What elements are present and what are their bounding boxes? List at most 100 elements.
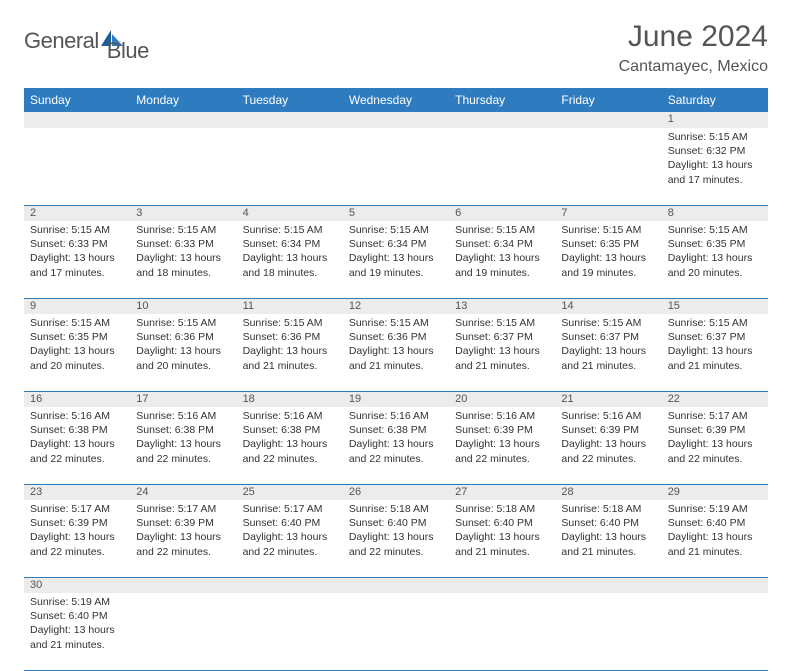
day-number: 29 xyxy=(662,484,768,500)
day-number: 21 xyxy=(555,391,661,407)
day-cell: Sunrise: 5:15 AMSunset: 6:32 PMDaylight:… xyxy=(662,128,768,205)
day-number: 8 xyxy=(662,205,768,221)
day-content: Sunrise: 5:17 AMSunset: 6:39 PMDaylight:… xyxy=(24,500,130,563)
day-number xyxy=(24,112,130,128)
calendar-body: 1Sunrise: 5:15 AMSunset: 6:32 PMDaylight… xyxy=(24,112,768,670)
day-cell: Sunrise: 5:16 AMSunset: 6:38 PMDaylight:… xyxy=(343,407,449,484)
day-content: Sunrise: 5:15 AMSunset: 6:36 PMDaylight:… xyxy=(130,314,236,377)
day-content: Sunrise: 5:16 AMSunset: 6:38 PMDaylight:… xyxy=(343,407,449,470)
day-cell: Sunrise: 5:15 AMSunset: 6:34 PMDaylight:… xyxy=(343,221,449,298)
day-content: Sunrise: 5:15 AMSunset: 6:35 PMDaylight:… xyxy=(24,314,130,377)
day-number: 9 xyxy=(24,298,130,314)
day-content: Sunrise: 5:16 AMSunset: 6:39 PMDaylight:… xyxy=(555,407,661,470)
day-cell: Sunrise: 5:16 AMSunset: 6:39 PMDaylight:… xyxy=(449,407,555,484)
day-content: Sunrise: 5:15 AMSunset: 6:34 PMDaylight:… xyxy=(449,221,555,284)
weekday-header: Thursday xyxy=(449,88,555,112)
day-cell xyxy=(237,593,343,670)
day-cell: Sunrise: 5:15 AMSunset: 6:36 PMDaylight:… xyxy=(237,314,343,391)
day-content: Sunrise: 5:16 AMSunset: 6:38 PMDaylight:… xyxy=(237,407,343,470)
weekday-header: Wednesday xyxy=(343,88,449,112)
day-number: 28 xyxy=(555,484,661,500)
day-number: 1 xyxy=(662,112,768,128)
day-number: 5 xyxy=(343,205,449,221)
day-number: 20 xyxy=(449,391,555,407)
day-content: Sunrise: 5:18 AMSunset: 6:40 PMDaylight:… xyxy=(343,500,449,563)
day-cell: Sunrise: 5:19 AMSunset: 6:40 PMDaylight:… xyxy=(24,593,130,670)
day-cell xyxy=(130,128,236,205)
day-number xyxy=(237,577,343,593)
day-number: 26 xyxy=(343,484,449,500)
day-cell: Sunrise: 5:16 AMSunset: 6:38 PMDaylight:… xyxy=(237,407,343,484)
day-number xyxy=(343,112,449,128)
day-cell xyxy=(555,128,661,205)
weekday-header: Saturday xyxy=(662,88,768,112)
day-cell xyxy=(343,128,449,205)
weekday-header: Sunday xyxy=(24,88,130,112)
day-number: 2 xyxy=(24,205,130,221)
day-content: Sunrise: 5:15 AMSunset: 6:35 PMDaylight:… xyxy=(662,221,768,284)
day-cell: Sunrise: 5:17 AMSunset: 6:40 PMDaylight:… xyxy=(237,500,343,577)
day-cell: Sunrise: 5:16 AMSunset: 6:38 PMDaylight:… xyxy=(24,407,130,484)
day-content: Sunrise: 5:19 AMSunset: 6:40 PMDaylight:… xyxy=(24,593,130,656)
day-number: 3 xyxy=(130,205,236,221)
day-content: Sunrise: 5:15 AMSunset: 6:36 PMDaylight:… xyxy=(343,314,449,377)
day-cell: Sunrise: 5:18 AMSunset: 6:40 PMDaylight:… xyxy=(343,500,449,577)
day-number: 16 xyxy=(24,391,130,407)
day-number xyxy=(237,112,343,128)
day-content: Sunrise: 5:15 AMSunset: 6:32 PMDaylight:… xyxy=(662,128,768,191)
day-cell: Sunrise: 5:17 AMSunset: 6:39 PMDaylight:… xyxy=(130,500,236,577)
day-cell: Sunrise: 5:15 AMSunset: 6:35 PMDaylight:… xyxy=(555,221,661,298)
day-cell: Sunrise: 5:17 AMSunset: 6:39 PMDaylight:… xyxy=(662,407,768,484)
day-content: Sunrise: 5:15 AMSunset: 6:37 PMDaylight:… xyxy=(662,314,768,377)
day-number: 13 xyxy=(449,298,555,314)
day-number xyxy=(343,577,449,593)
day-number: 10 xyxy=(130,298,236,314)
day-content: Sunrise: 5:15 AMSunset: 6:33 PMDaylight:… xyxy=(24,221,130,284)
day-cell xyxy=(662,593,768,670)
day-number xyxy=(449,112,555,128)
day-number xyxy=(662,577,768,593)
day-cell: Sunrise: 5:18 AMSunset: 6:40 PMDaylight:… xyxy=(555,500,661,577)
day-cell xyxy=(24,128,130,205)
day-content: Sunrise: 5:17 AMSunset: 6:39 PMDaylight:… xyxy=(662,407,768,470)
day-content: Sunrise: 5:16 AMSunset: 6:39 PMDaylight:… xyxy=(449,407,555,470)
brand-name-b: Blue xyxy=(107,38,149,64)
day-cell: Sunrise: 5:15 AMSunset: 6:35 PMDaylight:… xyxy=(24,314,130,391)
day-number: 18 xyxy=(237,391,343,407)
day-content: Sunrise: 5:16 AMSunset: 6:38 PMDaylight:… xyxy=(130,407,236,470)
day-cell: Sunrise: 5:15 AMSunset: 6:35 PMDaylight:… xyxy=(662,221,768,298)
day-number: 6 xyxy=(449,205,555,221)
day-number: 7 xyxy=(555,205,661,221)
day-cell: Sunrise: 5:18 AMSunset: 6:40 PMDaylight:… xyxy=(449,500,555,577)
day-cell: Sunrise: 5:15 AMSunset: 6:37 PMDaylight:… xyxy=(449,314,555,391)
day-cell xyxy=(555,593,661,670)
day-number xyxy=(130,112,236,128)
day-number: 23 xyxy=(24,484,130,500)
weekday-header: Tuesday xyxy=(237,88,343,112)
day-content: Sunrise: 5:15 AMSunset: 6:37 PMDaylight:… xyxy=(555,314,661,377)
day-cell xyxy=(449,593,555,670)
day-number xyxy=(555,112,661,128)
day-number xyxy=(555,577,661,593)
day-number: 25 xyxy=(237,484,343,500)
day-cell: Sunrise: 5:15 AMSunset: 6:33 PMDaylight:… xyxy=(130,221,236,298)
day-content: Sunrise: 5:15 AMSunset: 6:34 PMDaylight:… xyxy=(343,221,449,284)
day-content: Sunrise: 5:15 AMSunset: 6:34 PMDaylight:… xyxy=(237,221,343,284)
weekday-header: Friday xyxy=(555,88,661,112)
weekday-header: Monday xyxy=(130,88,236,112)
day-content: Sunrise: 5:16 AMSunset: 6:38 PMDaylight:… xyxy=(24,407,130,470)
calendar-header: SundayMondayTuesdayWednesdayThursdayFrid… xyxy=(24,88,768,112)
brand-name-a: General xyxy=(24,28,99,54)
day-cell xyxy=(130,593,236,670)
day-number xyxy=(130,577,236,593)
day-cell: Sunrise: 5:16 AMSunset: 6:38 PMDaylight:… xyxy=(130,407,236,484)
day-cell: Sunrise: 5:15 AMSunset: 6:37 PMDaylight:… xyxy=(555,314,661,391)
calendar-table: SundayMondayTuesdayWednesdayThursdayFrid… xyxy=(24,88,768,671)
location-text: Cantamayec, Mexico xyxy=(619,58,768,76)
day-cell xyxy=(449,128,555,205)
day-number: 27 xyxy=(449,484,555,500)
day-number: 14 xyxy=(555,298,661,314)
day-cell: Sunrise: 5:15 AMSunset: 6:34 PMDaylight:… xyxy=(237,221,343,298)
day-cell: Sunrise: 5:15 AMSunset: 6:34 PMDaylight:… xyxy=(449,221,555,298)
day-cell xyxy=(237,128,343,205)
